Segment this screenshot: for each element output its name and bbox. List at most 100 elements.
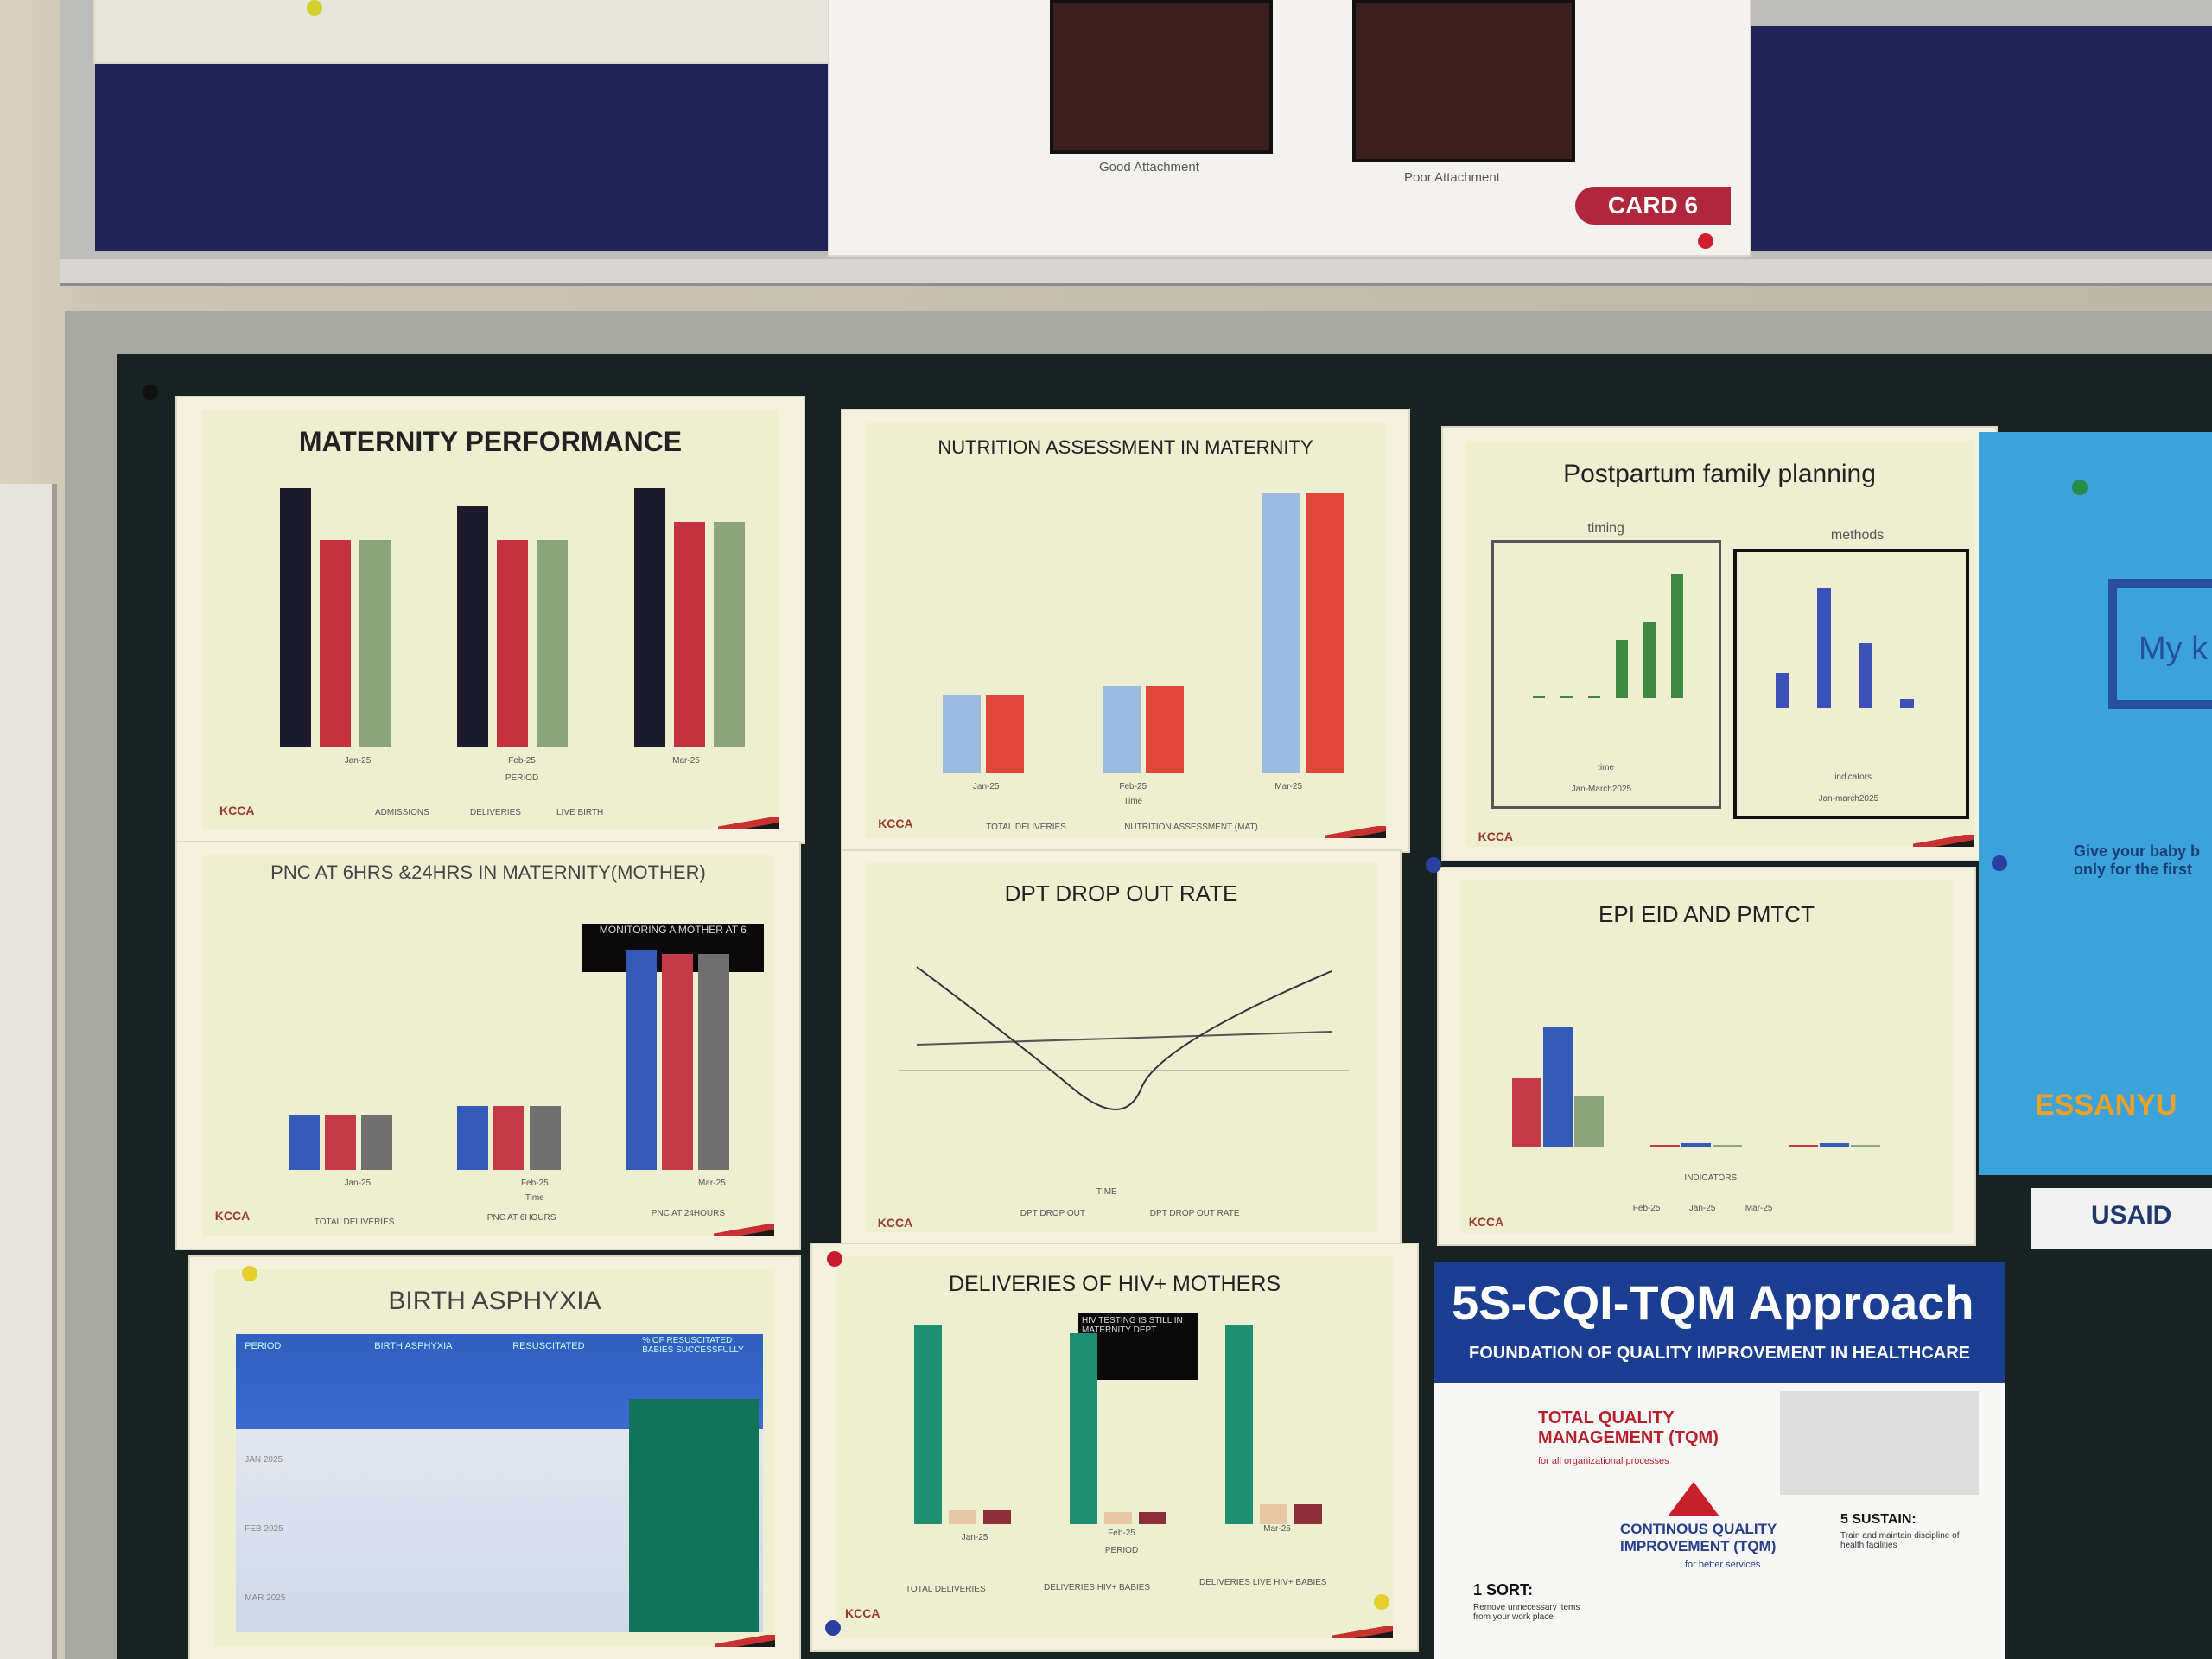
epi-bars-bar	[1850, 1145, 1880, 1148]
asphyxia-success-column	[629, 1398, 760, 1632]
pnc-cat-mar: Mar-25	[697, 1179, 726, 1189]
cqi-label: CONTINOUS QUALITY IMPROVEMENT (TQM)	[1620, 1521, 1777, 1554]
epi-bars-bar	[1819, 1143, 1849, 1148]
epi-bars-bar	[1511, 1078, 1541, 1148]
kcca-logo: KCCA	[219, 804, 255, 818]
epi-sheet: EPI EID AND PMTCT INDICATORS Feb-25 Jan-…	[1439, 868, 1974, 1244]
maternity-chart-area: MATERNITY PERFORMANCE Jan-25 Feb-25 Mar-…	[202, 410, 779, 830]
side-poster-text: My k	[2139, 631, 2209, 667]
asphyxia-header-resuscitated: RESUSCITATED	[512, 1340, 585, 1351]
pnc-legend-3: PNC AT 24HOURS	[651, 1209, 726, 1219]
maternity-cat-feb: Feb-25	[508, 756, 536, 766]
epi-bars-bar	[1542, 1027, 1573, 1148]
flag-stripe	[1332, 1625, 1393, 1638]
epi-bars-bar	[1573, 1096, 1604, 1148]
hiv-legend-2: DELIVERIES HIV+ BABIES	[1044, 1583, 1151, 1593]
flag-stripe	[714, 1635, 775, 1648]
kcca-logo: KCCA	[1468, 1215, 1504, 1230]
blue-pin	[1426, 857, 1441, 873]
kcca-logo: KCCA	[214, 1209, 251, 1224]
blue-pin	[825, 1620, 841, 1636]
maternity-xlabel: PERIOD	[505, 773, 539, 784]
fp-timing-legend: Jan-March2025	[1571, 785, 1632, 794]
nutrition-assessment-sheet: NUTRITION ASSESSMENT IN MATERNITY Jan-25…	[842, 410, 1408, 851]
mat-bars-bar	[497, 540, 528, 748]
fp-left-bar	[1532, 696, 1545, 698]
asphyxia-header-period: PERIOD	[245, 1340, 282, 1351]
dpt-rate-curve	[916, 965, 1332, 1110]
hiv-bars-bar	[914, 1325, 942, 1525]
epi-title: EPI EID AND PMTCT	[1599, 901, 1815, 928]
epi-chart-area: EPI EID AND PMTCT INDICATORS Feb-25 Jan-…	[1459, 880, 1954, 1233]
sustain-sublabel: Train and maintain discipline of health …	[1840, 1531, 1960, 1550]
fp-left-bar	[1615, 640, 1628, 698]
asphyxia-table-body: JAN 2025 FEB 2025 MAR 2025	[236, 1398, 764, 1632]
maternity-title: MATERNITY PERFORMANCE	[298, 426, 683, 458]
hiv-cat-feb: Feb-25	[1108, 1529, 1135, 1539]
hiv-bars-bar	[1139, 1512, 1166, 1525]
nut-bars-bar	[986, 695, 1025, 774]
card-label: CARD 6	[1575, 187, 1731, 225]
dpt-legend-1: DPT DROP OUT	[1020, 1208, 1085, 1218]
maternity-legend-3: LIVE BIRTH	[556, 808, 604, 818]
blue-pin	[1992, 855, 2007, 871]
maternity-bars	[280, 488, 764, 748]
dpt-title: DPT DROP OUT RATE	[1004, 880, 1238, 906]
kcca-logo: KCCA	[877, 1215, 913, 1230]
fp-methods-panel: methods indicators Jan-march2025	[1732, 528, 1969, 819]
pnc-title: PNC AT 6HRS &24HRS IN MATERNITY(MOTHER)	[270, 861, 706, 884]
nut-bars-bar	[1103, 686, 1141, 774]
epi-bars-bar	[1788, 1145, 1818, 1148]
flag-stripe	[714, 1224, 775, 1236]
mat-bars-bar	[714, 522, 745, 748]
asphyxia-header-asphyxia: BIRTH ASPHYXIA	[374, 1340, 453, 1351]
epi-xlabel: INDICATORS	[1684, 1173, 1738, 1184]
poor-attachment-caption: Poor Attachment	[1404, 170, 1500, 185]
pnc-legend-1: TOTAL DELIVERIES	[314, 1217, 395, 1228]
flag-stripe	[1913, 835, 1974, 847]
hiv-bars-bar	[1070, 1333, 1097, 1525]
board-rail	[60, 259, 2212, 286]
pnc-overlay-label: MONITORING A MOTHER AT 6	[582, 924, 764, 973]
hiv-chart-area: DELIVERIES OF HIV+ MOTHERS HIV TESTING I…	[836, 1256, 1393, 1638]
nutrition-chart-area: NUTRITION ASSESSMENT IN MATERNITY Jan-25…	[865, 423, 1386, 838]
tqm-sublabel: for all organizational processes	[1538, 1456, 1669, 1466]
left-whiteboard-edge	[0, 484, 57, 1659]
hiv-overlay-label: HIV TESTING IS STILL IN MATERNITY DEPT	[1078, 1313, 1198, 1381]
tqm-poster: 5S-CQI-TQM Approach FOUNDATION OF QUALIT…	[1434, 1262, 2005, 1659]
tqm-header: 5S-CQI-TQM Approach FOUNDATION OF QUALIT…	[1434, 1262, 2005, 1382]
pnc-bars-bar	[360, 1115, 392, 1171]
nut-bars-bar	[1306, 493, 1344, 774]
side-poster-frame	[2108, 579, 2212, 709]
fp-left-bar	[1643, 622, 1656, 698]
pnc-xlabel: Time	[524, 1193, 544, 1204]
meeting-illustration	[1780, 1391, 1979, 1495]
maternity-performance-sheet: MATERNITY PERFORMANCE Jan-25 Feb-25 Mar-…	[177, 397, 804, 842]
fp-right-bar	[1858, 643, 1872, 708]
dpt-line-chart	[899, 965, 1349, 1110]
hiv-bars	[914, 1325, 1363, 1525]
cqi-sublabel: for better services	[1685, 1560, 1761, 1570]
fp-timing-bars	[1532, 560, 1706, 698]
pnc-bars-bar	[661, 954, 693, 1171]
essanyu-logo: ESSANYU	[2035, 1089, 2177, 1122]
hiv-title: DELIVERIES OF HIV+ MOTHERS	[948, 1272, 1281, 1297]
hiv-cat-mar: Mar-25	[1263, 1524, 1291, 1535]
asphyxia-table-area: BIRTH ASPHYXIA PERIOD BIRTH ASPHYXIA RES…	[214, 1268, 775, 1648]
tqm-subtitle: FOUNDATION OF QUALITY IMPROVEMENT IN HEA…	[1469, 1344, 1970, 1363]
red-pin	[827, 1251, 842, 1267]
hiv-bars-bar	[1260, 1504, 1287, 1525]
pnc-bars-bar	[529, 1106, 561, 1171]
black-pin	[143, 385, 158, 400]
sort-label: 1 SORT:	[1473, 1581, 1534, 1599]
dpt-xlabel: TIME	[1096, 1186, 1117, 1197]
hiv-deliveries-sheet: DELIVERIES OF HIV+ MOTHERS HIV TESTING I…	[812, 1244, 1417, 1650]
pnc-bars-bar	[493, 1106, 524, 1171]
side-poster-caption: Give your baby b only for the first	[2074, 842, 2201, 878]
top-left-paper	[95, 0, 838, 62]
pnc-cat-feb: Feb-25	[520, 1179, 549, 1189]
side-breastfeeding-poster: My k Give your baby b only for the first…	[1979, 432, 2212, 1175]
hiv-xlabel: PERIOD	[1104, 1546, 1139, 1556]
pnc-bars-bar	[456, 1106, 488, 1171]
maternity-cat-mar: Mar-25	[672, 756, 700, 766]
